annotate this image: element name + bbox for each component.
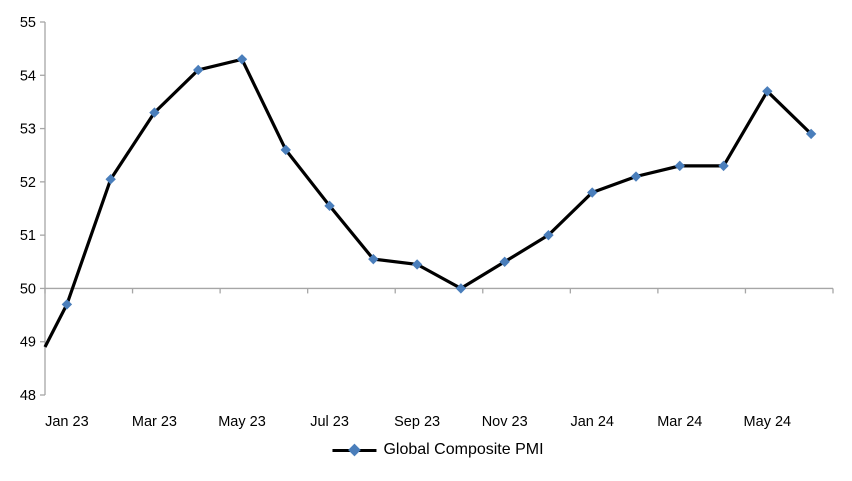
- data-point-marker: [543, 229, 554, 241]
- data-point-marker: [280, 144, 291, 156]
- x-axis-label: Jan 24: [570, 414, 614, 430]
- y-axis-label: 49: [20, 335, 36, 351]
- legend-line-sample: [332, 443, 377, 457]
- data-point-marker: [236, 54, 248, 65]
- x-axis-label: Jan 23: [45, 414, 89, 430]
- data-point-marker: [762, 86, 773, 97]
- x-axis-label: May 24: [744, 414, 792, 430]
- y-axis-label: 53: [20, 122, 36, 138]
- x-axis-label: Mar 23: [132, 414, 177, 430]
- data-point-marker: [411, 259, 423, 270]
- data-point-marker: [499, 256, 510, 267]
- data-point-marker: [368, 253, 379, 265]
- x-axis-label: Jul 23: [310, 414, 349, 430]
- x-axis-label: May 23: [218, 414, 266, 430]
- data-point-marker: [630, 171, 642, 182]
- data-point-marker: [324, 200, 335, 212]
- data-point-marker: [805, 128, 817, 140]
- data-point-marker: [455, 283, 467, 294]
- x-axis-label: Mar 24: [657, 414, 702, 430]
- legend: Global Composite PMI: [332, 441, 544, 459]
- data-point-marker: [61, 299, 73, 310]
- pmi-series-line: [43, 57, 813, 348]
- y-axis-label: 54: [20, 68, 36, 84]
- data-point-marker: [149, 107, 160, 118]
- data-point-marker: [674, 160, 685, 172]
- data-point-marker: [718, 160, 729, 172]
- y-axis-label: 48: [20, 388, 36, 404]
- legend-label: Global Composite PMI: [383, 441, 544, 458]
- y-axis-label: 51: [20, 228, 36, 244]
- y-axis-label: 50: [20, 281, 36, 297]
- data-point-marker: [105, 173, 116, 185]
- legend-marker-diamond-icon: [348, 443, 361, 457]
- y-axis-label: 52: [20, 175, 36, 191]
- data-point-marker: [193, 64, 204, 76]
- data-point-marker: [587, 187, 598, 198]
- x-axis-label: Nov 23: [482, 414, 528, 430]
- x-axis-label: Sep 23: [394, 414, 440, 430]
- y-axis-label: 55: [20, 15, 36, 31]
